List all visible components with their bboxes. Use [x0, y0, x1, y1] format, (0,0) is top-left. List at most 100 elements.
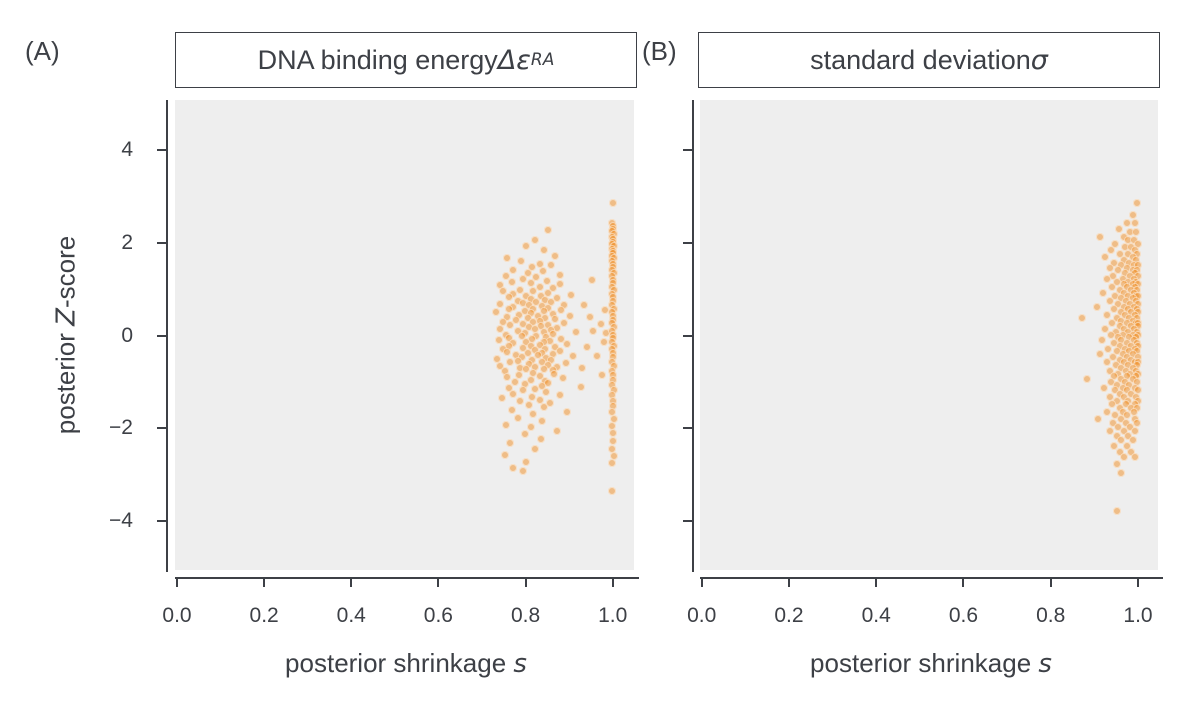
- scatter-point: [1102, 274, 1111, 283]
- scatter-point: [1120, 377, 1129, 386]
- scatter-point: [539, 403, 548, 412]
- scatter-point: [1082, 375, 1091, 384]
- scatter-point: [545, 398, 554, 407]
- scatter-point: [1134, 261, 1142, 270]
- scatter-point: [505, 293, 513, 302]
- scatter-point: [531, 325, 540, 334]
- scatter-point: [1123, 264, 1132, 273]
- y-tick: [157, 148, 166, 151]
- x-tick: [875, 577, 878, 587]
- scatter-point: [1116, 308, 1125, 317]
- scatter-point: [541, 296, 550, 305]
- scatter-point: [498, 345, 507, 354]
- scatter-point: [1132, 228, 1141, 237]
- scatter-point: [528, 262, 537, 271]
- scatter-point: [511, 351, 520, 359]
- scatter-point: [552, 323, 561, 332]
- scatter-point: [1092, 302, 1101, 311]
- scatter-point: [596, 319, 605, 328]
- scatter-point: [609, 198, 618, 207]
- scatter-point: [1114, 299, 1123, 308]
- panel-b-x-axis-title: posterior shrinkage s: [731, 648, 1131, 679]
- scatter-point: [539, 338, 548, 347]
- scatter-point: [1123, 372, 1132, 381]
- scatter-point: [1108, 418, 1117, 427]
- x-axis-title-prefix: posterior shrinkage: [810, 648, 1039, 678]
- scatter-point: [515, 310, 524, 319]
- scatter-point: [1120, 255, 1129, 264]
- scatter-point: [529, 410, 538, 419]
- scatter-point: [526, 309, 535, 318]
- x-tick: [524, 577, 527, 587]
- scatter-point: [523, 314, 532, 323]
- scatter-point: [567, 290, 576, 299]
- scatter-point: [1110, 305, 1118, 314]
- scatter-point: [1106, 246, 1115, 255]
- scatter-point: [1123, 411, 1132, 420]
- scatter-point: [1118, 274, 1127, 283]
- scatter-point: [1126, 422, 1135, 431]
- scatter-point: [1130, 427, 1139, 436]
- scatter-point: [566, 311, 574, 320]
- scatter-point: [555, 390, 564, 399]
- scatter-point: [519, 344, 528, 353]
- scatter-point: [1116, 375, 1125, 384]
- scatter-point: [562, 408, 571, 417]
- panel-b-title-text: standard deviation: [810, 44, 1031, 75]
- scatter-point: [544, 379, 553, 388]
- scatter-point: [586, 312, 595, 321]
- scatter-point: [1113, 313, 1122, 322]
- scatter-point: [532, 297, 541, 306]
- x-tick: [176, 577, 178, 587]
- scatter-point: [1120, 344, 1129, 353]
- scatter-point: [1115, 389, 1124, 398]
- scatter-point: [541, 344, 550, 353]
- scatter-point: [599, 338, 608, 347]
- scatter-point: [1127, 389, 1136, 398]
- scatter-point: [552, 294, 561, 303]
- x-axis-title-prefix: posterior shrinkage: [285, 648, 514, 678]
- scatter-point: [510, 377, 519, 386]
- scatter-point: [509, 302, 518, 311]
- scatter-point: [546, 325, 555, 334]
- scatter-point: [1105, 297, 1114, 306]
- scatter-point: [522, 365, 531, 374]
- scatter-point: [1108, 352, 1117, 361]
- scatter-point: [1105, 427, 1114, 436]
- scatter-point: [505, 383, 513, 392]
- scatter-point: [546, 356, 555, 365]
- scatter-point: [1124, 236, 1133, 245]
- scatter-point: [608, 402, 617, 411]
- scatter-point: [535, 282, 544, 291]
- scatter-point: [540, 245, 549, 254]
- scatter-point: [1133, 361, 1142, 370]
- scatter-point: [525, 401, 534, 410]
- scatter-point: [551, 251, 560, 260]
- scatter-point: [538, 417, 547, 426]
- scatter-point: [1099, 383, 1108, 392]
- scatter-point: [1105, 366, 1114, 375]
- scatter-point: [1129, 236, 1138, 245]
- scatter-point: [1110, 258, 1118, 267]
- scatter-point: [525, 323, 534, 332]
- scatter-point: [1120, 427, 1129, 436]
- scatter-point: [532, 273, 541, 282]
- scatter-point: [1111, 386, 1120, 395]
- scatter-point: [498, 317, 507, 326]
- scatter-point: [608, 366, 617, 375]
- scatter-point: [494, 336, 503, 345]
- scatter-point: [1113, 431, 1122, 440]
- scatter-point: [607, 380, 616, 389]
- scatter-point: [538, 302, 547, 311]
- scatter-point: [523, 268, 532, 277]
- x-tick: [263, 577, 266, 587]
- scatter-point: [1120, 324, 1129, 333]
- x-tick-label: 0.8: [1036, 604, 1066, 627]
- scatter-point: [608, 437, 617, 446]
- scatter-point: [1108, 272, 1117, 281]
- scatter-point: [609, 429, 618, 438]
- scatter-point: [538, 357, 547, 366]
- scatter-point: [1114, 369, 1123, 378]
- scatter-point: [513, 357, 522, 366]
